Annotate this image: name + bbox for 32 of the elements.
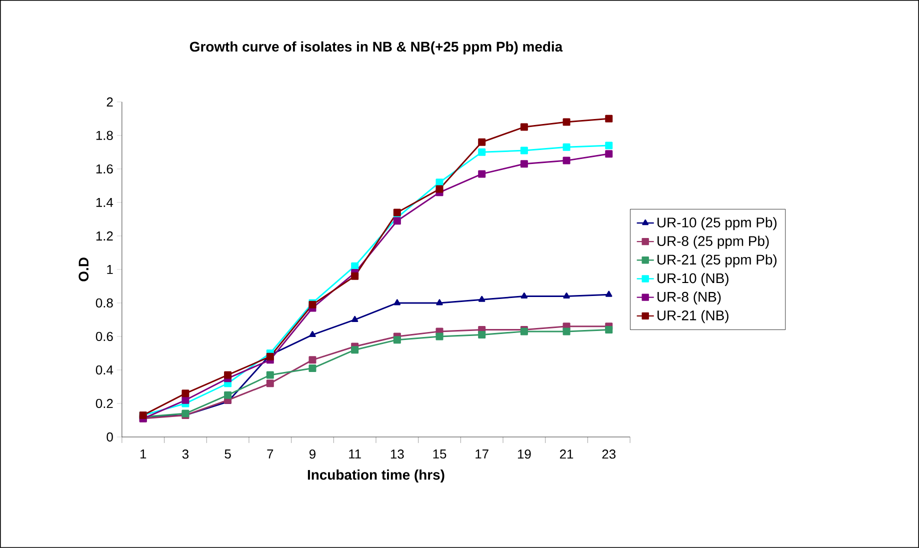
x-tick-label: 7 <box>267 450 274 458</box>
y-tick-label: 0.4 <box>96 365 114 375</box>
y-tick-label: 1.2 <box>96 231 113 241</box>
y-tick-label: 1.6 <box>96 164 113 174</box>
legend-label: UR-10 (25 ppm Pb) <box>658 217 777 230</box>
y-tick-label: 1.8 <box>96 130 113 140</box>
legend-label: UR-8 (NB) <box>658 292 721 305</box>
x-tick-label: 15 <box>433 450 446 459</box>
y-tick-label: 1.4 <box>96 198 114 207</box>
y-axis-title: O.D <box>78 258 89 282</box>
y-tick-label: 0 <box>106 432 113 442</box>
x-tick-label: 23 <box>602 450 616 459</box>
x-tick-label: 1 <box>140 450 146 458</box>
y-tick-label: 0.2 <box>96 398 113 408</box>
y-tick-label: 1 <box>107 265 113 274</box>
y-tick-label: 0.8 <box>96 298 113 308</box>
y-tick-label: 2 <box>106 97 113 106</box>
x-tick-label: 21 <box>560 450 574 459</box>
legend-label: UR-21 (NB) <box>658 310 728 324</box>
x-tick-label: 11 <box>349 450 361 458</box>
x-tick-label: 9 <box>309 450 316 459</box>
x-tick-label: 5 <box>224 450 231 459</box>
legend-label: UR-8 (25 ppm Pb) <box>658 236 769 249</box>
x-tick-label: 3 <box>182 450 188 459</box>
x-tick-label: 13 <box>390 450 404 459</box>
x-tick-label: 19 <box>518 450 531 459</box>
x-tick-label: 17 <box>476 450 488 458</box>
legend-label: UR-10 (NB) <box>658 272 728 286</box>
chart-title: Growth curve of isolates in NB & NB(+25 ppm Pb) media <box>190 41 563 54</box>
legend-label: UR-21 (25 ppm Pb) <box>658 254 777 268</box>
x-axis-title: Incubation time (hrs) <box>308 470 444 483</box>
y-tick-label: 0.6 <box>96 332 113 342</box>
